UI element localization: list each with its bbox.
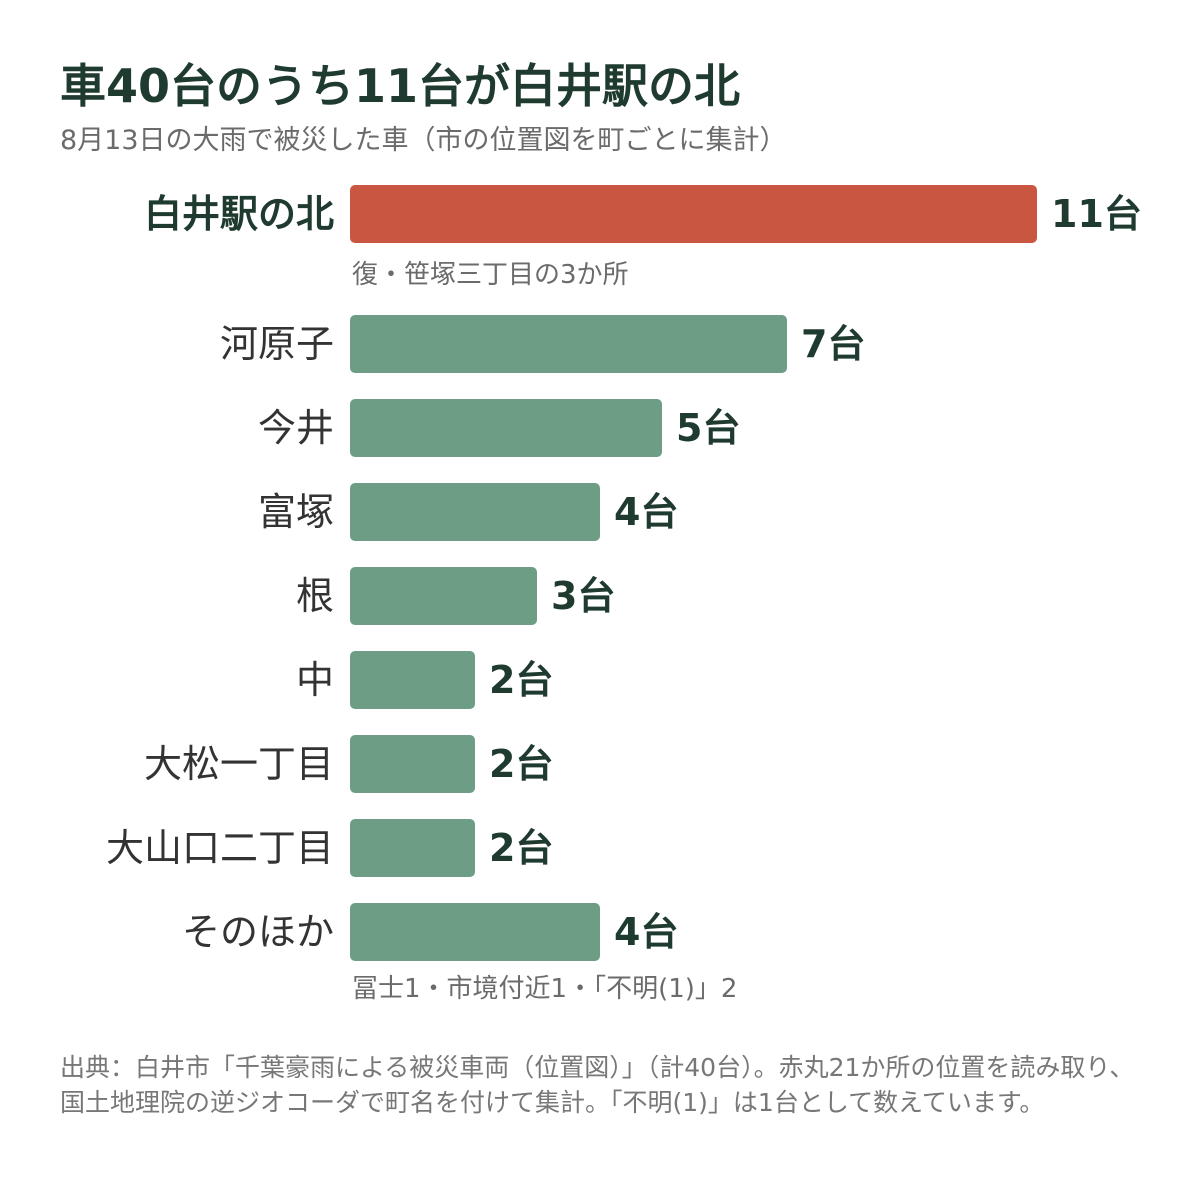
category-label: 根 [295, 574, 334, 618]
value-label: 11台 [1051, 192, 1142, 236]
category-label: 富塚 [257, 490, 334, 534]
bar [350, 819, 475, 877]
category-label: 大松一丁目 [143, 742, 334, 786]
bar [350, 185, 1037, 243]
value-label: 3台 [551, 574, 616, 618]
chart-title: 車40台のうち11台が白井駅の北 [60, 59, 741, 113]
source-note: 出典：白井市「千葉豪雨による被災車両（位置図）」（計40台）。赤丸21か所の位置… [60, 1053, 1135, 1117]
value-label: 5台 [676, 406, 741, 450]
bar [350, 567, 537, 625]
value-label: 4台 [614, 910, 679, 954]
category-label: 今井 [257, 406, 334, 450]
value-label: 2台 [489, 742, 554, 786]
category-label: 中 [295, 658, 334, 702]
category-label: 河原子 [219, 322, 334, 366]
bar [350, 483, 600, 541]
value-label: 4台 [614, 490, 679, 534]
bar [350, 903, 600, 961]
category-label: 大山口二丁目 [105, 826, 334, 870]
category-label: そのほか [181, 910, 334, 954]
bar [350, 399, 662, 457]
bar-note: 復・笹塚三丁目の3か所 [352, 260, 629, 290]
bar-note: 冨士1・市境付近1・「不明(1)」2 [352, 974, 738, 1004]
category-label: 白井駅の北 [143, 192, 334, 236]
bar [350, 651, 475, 709]
value-label: 2台 [489, 826, 554, 870]
bar-chart: 白井駅の北 11台 河原子 7台 今井 5台 富塚 4台根 3台中 2台 大松一丁目 2台 大山口二丁目… [105, 185, 1142, 1004]
value-label: 7台 [801, 322, 866, 366]
bar [350, 735, 475, 793]
bar [350, 315, 787, 373]
chart-subtitle: 8月13日の大雨で被災した車（市の位置図を町ごとに集計） [60, 125, 787, 156]
value-label: 2台 [489, 658, 554, 702]
